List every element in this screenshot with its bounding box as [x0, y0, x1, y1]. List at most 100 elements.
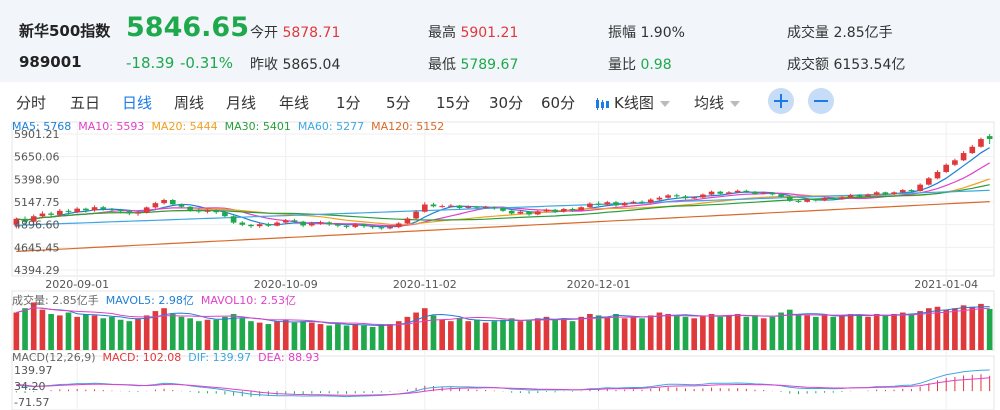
candle-body: [734, 190, 741, 193]
volume-bar: [421, 308, 428, 350]
candle-body: [604, 202, 611, 205]
candle-body: [517, 211, 524, 214]
tab-intraday[interactable]: 分时: [16, 94, 47, 112]
volume-bar: [734, 313, 741, 350]
candle-body: [682, 196, 689, 199]
volume-bar: [978, 303, 984, 350]
volume-bar: [752, 315, 758, 350]
tab-5min[interactable]: 5分: [386, 94, 411, 112]
volume-bar: [404, 316, 411, 350]
dif-line: [16, 369, 990, 398]
candle-body: [760, 192, 767, 194]
indicator-dropdown[interactable]: 均线: [694, 92, 741, 113]
tab-monthly[interactable]: 月线: [226, 94, 257, 112]
volume-bar: [795, 313, 802, 350]
volume-bar: [326, 325, 333, 350]
price-tick-label: 4645.45: [14, 241, 60, 254]
last-price: 5846.65: [126, 12, 249, 43]
high-label: 最高: [428, 25, 456, 41]
candle-body: [22, 218, 28, 222]
tab-five-day[interactable]: 五日: [70, 94, 101, 112]
chevron-down-icon: [730, 100, 741, 107]
tab-daily[interactable]: 日线: [122, 94, 153, 112]
plus-icon-stem: [780, 94, 782, 108]
zoom-out-button[interactable]: [808, 88, 834, 114]
candle-body: [804, 199, 810, 202]
volume-bar: [717, 316, 724, 350]
volume-bar: [578, 316, 585, 350]
tab-weekly[interactable]: 周线: [174, 94, 205, 112]
index-name: 新华500指数: [19, 22, 111, 40]
candle-body: [143, 207, 150, 213]
volume-bar: [56, 315, 63, 350]
chart-type-dropdown[interactable]: K线图: [595, 92, 670, 113]
volume-value: 2.85亿手: [833, 25, 893, 41]
dea-value: DEA: 88.93: [258, 351, 320, 364]
volume-label: 成交量: [787, 25, 829, 41]
candle-body: [943, 164, 950, 173]
minus-icon: [814, 100, 828, 102]
volume-bar: [943, 309, 950, 350]
volume-bar: [500, 319, 506, 350]
price-tick-label: 4394.29: [14, 264, 60, 277]
tab-yearly[interactable]: 年线: [279, 94, 310, 112]
ma10-legend: MA10: 5593: [78, 120, 145, 133]
candle-body: [743, 190, 750, 192]
volume-bar: [673, 315, 680, 350]
volume-bar: [873, 313, 880, 350]
volume-bar: [187, 318, 193, 350]
volume-bar: [100, 318, 107, 350]
volume-bar: [856, 315, 863, 350]
period-tabs: 分时 五日 日线 周线 月线 年线 1分 5分 15分 30分 60分 K线图 …: [0, 86, 1000, 118]
volume-bar: [317, 324, 324, 350]
volume-bar: [482, 322, 489, 350]
volume-legend: 成交量: 2.85亿手 MAVOL5: 2.98亿 MAVOL10: 2.53亿: [12, 292, 296, 308]
volume-bar: [621, 318, 628, 350]
ma5-line: [16, 147, 991, 228]
tab-1min[interactable]: 1分: [336, 94, 361, 112]
tab-15min[interactable]: 15分: [436, 94, 471, 112]
candle-body: [969, 146, 976, 154]
volume-bar: [178, 316, 185, 350]
volume-bar: [30, 302, 37, 350]
volume-bar: [769, 316, 776, 350]
candle-body: [291, 220, 298, 222]
volume-bar: [48, 313, 54, 350]
candle-body: [300, 221, 306, 226]
candle-body: [274, 222, 280, 226]
candle-body: [752, 191, 758, 194]
candle-body: [65, 210, 72, 212]
volume-bar: [830, 316, 837, 350]
volume-bar: [135, 318, 141, 350]
volume-bar: [126, 321, 133, 350]
prev-close-value: 5865.04: [282, 57, 341, 73]
zoom-in-button[interactable]: [768, 88, 794, 114]
candle-body: [421, 204, 428, 212]
candle-body: [691, 197, 698, 199]
tab-30min[interactable]: 30分: [489, 94, 524, 112]
volume-bar: [960, 305, 967, 350]
price-tick-label: 5147.75: [14, 196, 60, 209]
candle-body: [830, 198, 837, 200]
candle-body: [395, 223, 402, 228]
volume-ratio-stat: 量比 0.98: [608, 54, 672, 74]
tab-60min[interactable]: 60分: [541, 94, 576, 112]
volume-bar: [256, 322, 263, 350]
volume-bar: [169, 313, 176, 350]
volume-bar: [813, 316, 819, 350]
volume-bar: [517, 321, 524, 350]
volume-bar: [378, 325, 385, 350]
candle-body: [917, 184, 923, 191]
panel-frame: [11, 355, 995, 410]
ma120-line: [16, 201, 990, 252]
panel-frame: [11, 121, 995, 277]
volume-bar: [708, 313, 715, 350]
candle-body: [352, 224, 359, 227]
volume-bar: [465, 321, 472, 350]
macd-params: MACD(12,26,9): [12, 351, 96, 364]
volume-bar: [543, 316, 550, 350]
candle-body: [552, 209, 558, 212]
volume-bar: [865, 316, 871, 350]
turnover-value: 6153.54亿: [833, 57, 906, 73]
